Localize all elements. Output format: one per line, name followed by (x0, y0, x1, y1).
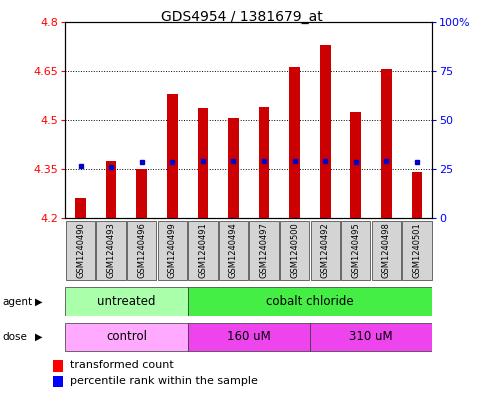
Text: transformed count: transformed count (70, 360, 173, 370)
Bar (66, 221, 95, 280)
Text: GSM1240500: GSM1240500 (290, 223, 299, 278)
Text: cobalt chloride: cobalt chloride (266, 295, 354, 308)
Bar (53, 376, 63, 387)
Text: GSM1240494: GSM1240494 (229, 223, 238, 278)
Text: GSM1240501: GSM1240501 (412, 223, 422, 278)
Bar (188, 221, 217, 280)
Text: 310 uM: 310 uM (349, 331, 393, 343)
Text: GSM1240491: GSM1240491 (199, 223, 207, 278)
Bar (157, 221, 187, 280)
Text: GSM1240495: GSM1240495 (351, 223, 360, 278)
Bar (280, 221, 309, 280)
Bar (167, 94, 178, 218)
Text: ▶: ▶ (35, 297, 43, 307)
Bar (106, 161, 116, 218)
Text: GSM1240492: GSM1240492 (321, 223, 330, 278)
Bar (97, 221, 126, 280)
Text: 160 uM: 160 uM (227, 331, 270, 343)
Bar (228, 118, 239, 218)
Bar (136, 169, 147, 218)
Bar (372, 221, 401, 280)
Bar (381, 69, 392, 218)
Bar (341, 221, 370, 280)
Text: ▶: ▶ (35, 332, 43, 342)
Bar (198, 108, 208, 218)
Text: GSM1240490: GSM1240490 (76, 223, 85, 278)
Bar (289, 68, 300, 218)
Bar (219, 221, 248, 280)
Bar (187, 287, 432, 316)
Bar (351, 112, 361, 218)
Bar (127, 221, 156, 280)
Bar (187, 323, 310, 351)
Bar (75, 198, 86, 218)
Bar (311, 221, 340, 280)
Bar (310, 323, 432, 351)
Text: GSM1240497: GSM1240497 (259, 222, 269, 279)
Bar (402, 221, 432, 280)
Text: untreated: untreated (97, 295, 156, 308)
Bar (65, 323, 187, 351)
Bar (65, 287, 187, 316)
Bar (259, 107, 270, 218)
Text: percentile rank within the sample: percentile rank within the sample (70, 376, 257, 386)
Text: agent: agent (2, 297, 32, 307)
Text: GSM1240499: GSM1240499 (168, 223, 177, 278)
Bar (53, 360, 63, 372)
Bar (412, 172, 422, 218)
Bar (320, 44, 330, 218)
Text: dose: dose (2, 332, 28, 342)
Text: GDS4954 / 1381679_at: GDS4954 / 1381679_at (161, 10, 322, 24)
Text: GSM1240493: GSM1240493 (107, 222, 115, 279)
Text: GSM1240498: GSM1240498 (382, 222, 391, 279)
Text: GSM1240496: GSM1240496 (137, 222, 146, 279)
Text: control: control (106, 331, 147, 343)
Bar (249, 221, 279, 280)
